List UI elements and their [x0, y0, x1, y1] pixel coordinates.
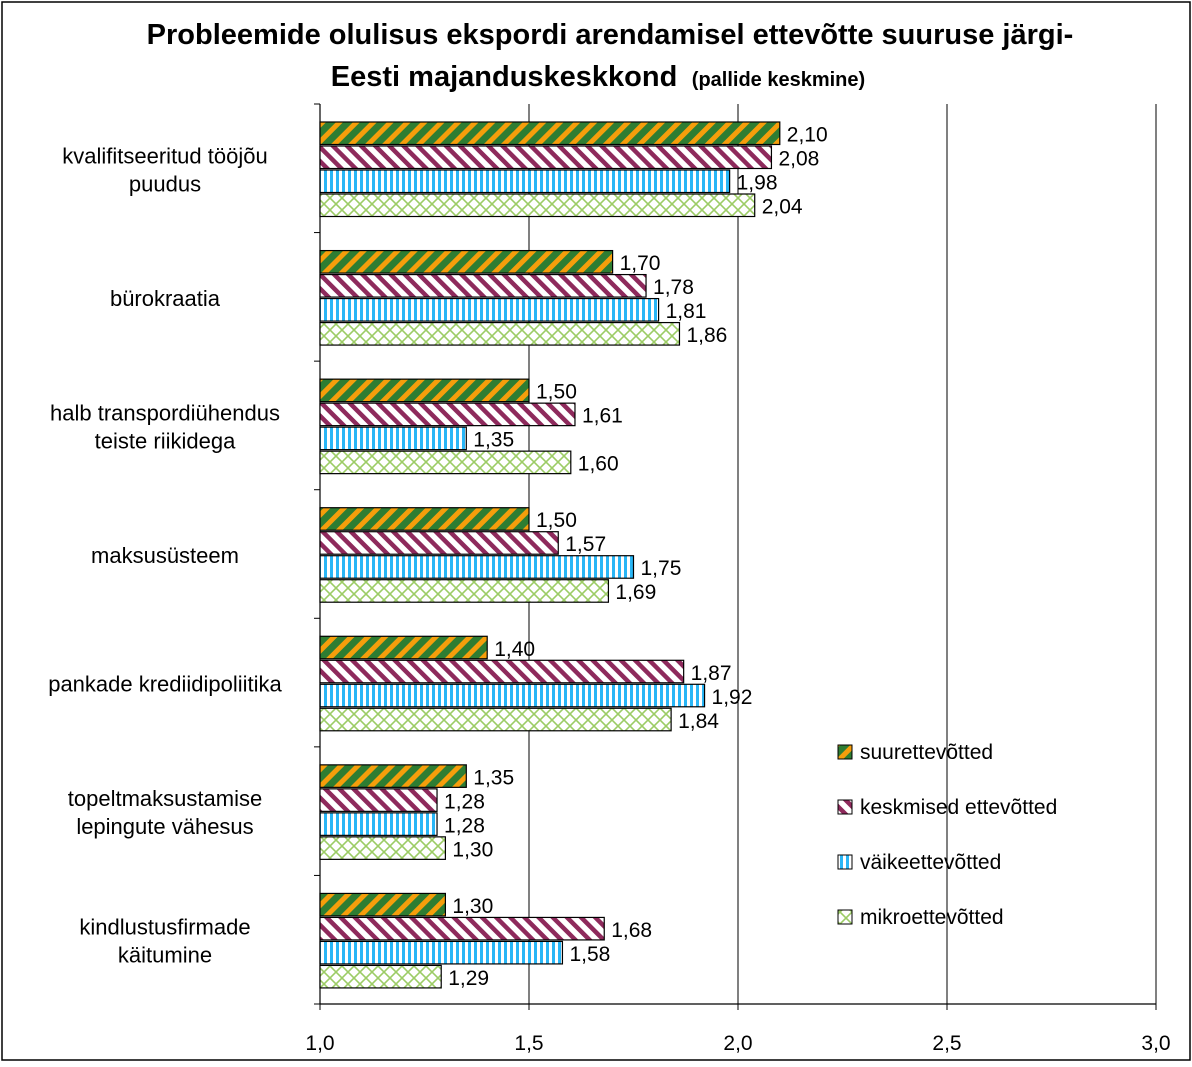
data-label: 1,92 — [712, 686, 753, 709]
category-label: bürokraatia — [110, 286, 221, 311]
bar — [319, 531, 559, 555]
category-label: kindlustusfirmade käitumine — [79, 915, 250, 968]
data-label: 1,29 — [448, 967, 489, 990]
bar — [319, 812, 438, 836]
data-label: 1,86 — [686, 324, 727, 347]
data-labels: 2,102,081,982,041,701,781,811,861,501,61… — [444, 124, 828, 990]
data-label: 1,30 — [452, 895, 493, 918]
category-labels: kvalifitseeritud tööjõu puudus bürokraatia… — [48, 143, 282, 967]
bar — [319, 579, 610, 603]
chart-title-main: Eesti majanduskeskkond — [331, 61, 678, 93]
data-label: 1,28 — [444, 790, 485, 813]
bar — [319, 892, 447, 917]
bar — [319, 635, 488, 660]
bar — [319, 964, 442, 989]
data-label: 2,10 — [787, 124, 828, 147]
data-label: 1,61 — [582, 405, 623, 428]
bar — [319, 402, 576, 427]
data-label: 1,68 — [611, 919, 652, 942]
bar — [319, 940, 564, 965]
data-label: 1,50 — [536, 509, 577, 532]
data-label: 1,40 — [494, 638, 535, 661]
bar — [319, 169, 731, 194]
bar — [319, 764, 467, 788]
data-label: 1,70 — [620, 252, 661, 275]
bar — [319, 555, 635, 579]
data-label: 2,04 — [762, 196, 803, 219]
legend-swatch — [837, 909, 853, 925]
category-label: halb transpordiühendus teiste riikidega — [50, 400, 280, 453]
data-label: 1,98 — [737, 172, 778, 195]
bar — [319, 193, 756, 218]
legend-swatch — [837, 854, 853, 870]
legend-label: suurettevõtted — [860, 741, 993, 764]
x-tick-label: 3,0 — [1141, 1032, 1170, 1055]
category-label: maksusüsteem — [91, 543, 239, 568]
bar — [319, 297, 660, 322]
bar — [319, 788, 438, 812]
data-label: 1,81 — [666, 300, 707, 323]
legend-label: keskmised ettevõtted — [860, 796, 1057, 819]
bar — [319, 426, 467, 451]
bar — [319, 659, 685, 684]
data-label: 1,60 — [578, 453, 619, 476]
data-label: 1,57 — [565, 533, 606, 556]
bar — [319, 378, 530, 403]
category-label: pankade krediidipoliitika — [48, 672, 282, 697]
chart-title-suffix: (pallide keskmine) — [692, 69, 865, 91]
data-label: 2,08 — [778, 148, 819, 171]
legend-swatch — [837, 744, 853, 760]
data-label: 1,30 — [452, 838, 493, 861]
category-label: topeltmaksustamise lepingute vähesus — [68, 786, 262, 839]
data-label: 1,35 — [473, 429, 514, 452]
x-tick-labels: 1,0 1,5 2,0 2,5 3,0 — [305, 1032, 1170, 1055]
category-label: kvalifitseeritud tööjõu puudus — [62, 143, 267, 196]
legend-label: väikeettevõtted — [860, 851, 1001, 874]
bar — [319, 836, 447, 860]
legend-swatch — [837, 799, 853, 815]
data-label: 1,84 — [678, 710, 719, 733]
bar — [319, 145, 773, 170]
data-label: 1,87 — [691, 662, 732, 685]
data-label: 1,75 — [641, 557, 682, 580]
bar — [319, 450, 572, 475]
legend-label: mikroettevõtted — [860, 906, 1004, 929]
data-label: 1,50 — [536, 381, 577, 404]
chart-title-line2: Eesti majanduskeskkond (pallide keskmine… — [331, 61, 865, 93]
bar — [319, 249, 614, 274]
bar — [319, 321, 681, 346]
bar — [319, 121, 781, 146]
legend: suurettevõtted keskmised ettevõtted väikee… — [837, 741, 1057, 929]
data-label: 1,78 — [653, 276, 694, 299]
data-label: 1,28 — [444, 814, 485, 837]
bar — [319, 273, 647, 298]
bar — [319, 916, 605, 941]
bars — [319, 121, 781, 989]
x-tick-label: 2,5 — [932, 1032, 961, 1055]
bar — [319, 683, 706, 708]
data-label: 1,58 — [569, 943, 610, 966]
data-label: 1,35 — [473, 766, 514, 789]
bar — [319, 707, 672, 732]
data-label: 1,69 — [615, 581, 656, 604]
bar — [319, 507, 530, 531]
x-tick-label: 2,0 — [723, 1032, 752, 1055]
chart-title-line1: Probleemide olulisus ekspordi arendamise… — [147, 19, 1074, 51]
x-tick-label: 1,5 — [514, 1032, 543, 1055]
x-tick-label: 1,0 — [305, 1032, 334, 1055]
